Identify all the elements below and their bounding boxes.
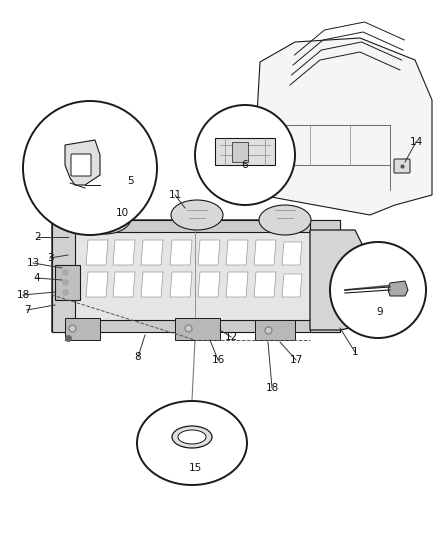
Ellipse shape	[177, 430, 205, 444]
Polygon shape	[65, 318, 100, 340]
Polygon shape	[170, 240, 191, 265]
Polygon shape	[226, 272, 247, 297]
Polygon shape	[141, 272, 162, 297]
Text: 16: 16	[211, 355, 224, 365]
Polygon shape	[113, 272, 135, 297]
Text: 3: 3	[46, 253, 53, 263]
Polygon shape	[52, 220, 75, 332]
Polygon shape	[309, 230, 364, 330]
Circle shape	[329, 242, 425, 338]
Polygon shape	[254, 272, 276, 297]
Polygon shape	[281, 274, 301, 297]
Polygon shape	[387, 281, 407, 296]
Ellipse shape	[258, 205, 310, 235]
Text: 13: 13	[26, 258, 39, 268]
Polygon shape	[65, 140, 100, 185]
Polygon shape	[55, 265, 80, 300]
Text: 9: 9	[376, 307, 382, 317]
Text: 5: 5	[127, 176, 134, 186]
Polygon shape	[86, 272, 108, 297]
Text: 6: 6	[241, 160, 248, 170]
Polygon shape	[198, 240, 219, 265]
Ellipse shape	[172, 426, 212, 448]
Polygon shape	[52, 220, 339, 232]
Text: 2: 2	[35, 232, 41, 242]
Ellipse shape	[79, 202, 131, 234]
Ellipse shape	[137, 401, 247, 485]
FancyBboxPatch shape	[71, 154, 91, 176]
Text: 4: 4	[34, 273, 40, 283]
Polygon shape	[231, 142, 247, 162]
Polygon shape	[254, 240, 276, 265]
Ellipse shape	[171, 200, 223, 230]
Text: 7: 7	[24, 305, 30, 315]
Text: 18: 18	[265, 383, 278, 393]
Polygon shape	[113, 240, 135, 265]
Polygon shape	[281, 242, 301, 265]
Polygon shape	[215, 138, 274, 165]
Polygon shape	[170, 272, 191, 297]
Polygon shape	[254, 320, 294, 340]
Text: 18: 18	[16, 290, 29, 300]
Text: 17: 17	[289, 355, 302, 365]
FancyBboxPatch shape	[393, 159, 409, 173]
Text: 12: 12	[224, 332, 237, 342]
Polygon shape	[254, 38, 431, 215]
Polygon shape	[141, 240, 162, 265]
Text: 10: 10	[115, 208, 128, 218]
Polygon shape	[175, 318, 219, 340]
Circle shape	[194, 105, 294, 205]
Text: 8: 8	[134, 352, 141, 362]
Polygon shape	[226, 240, 247, 265]
Circle shape	[23, 101, 157, 235]
Text: 15: 15	[188, 463, 201, 473]
Polygon shape	[198, 272, 219, 297]
Polygon shape	[309, 220, 339, 332]
Polygon shape	[52, 220, 339, 332]
Text: 1: 1	[351, 347, 357, 357]
Text: 11: 11	[168, 190, 181, 200]
Text: 14: 14	[409, 137, 422, 147]
Polygon shape	[86, 240, 108, 265]
Polygon shape	[52, 320, 339, 332]
